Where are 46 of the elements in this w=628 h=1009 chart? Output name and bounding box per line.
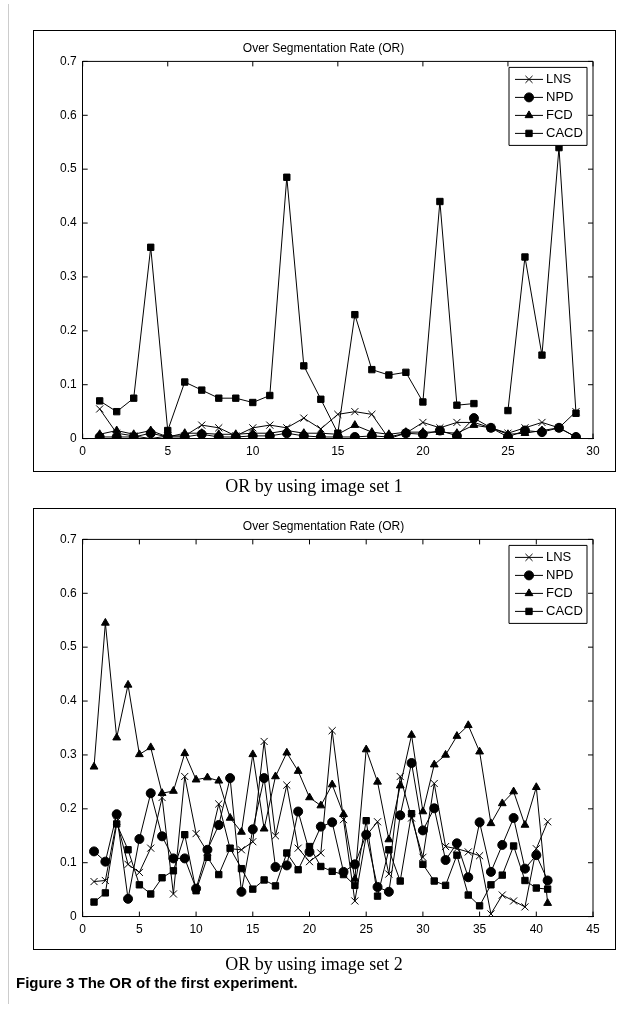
y-tick-label: 0 xyxy=(69,908,77,923)
text: OR by using image set 1 xyxy=(224,476,404,497)
x-tick-label: 10 xyxy=(246,444,260,459)
x-tick-label: 5 xyxy=(164,444,172,459)
x-tick-label: 40 xyxy=(529,922,544,937)
x-tick-label: 30 xyxy=(416,922,430,937)
legend-label: LNS xyxy=(546,70,572,86)
x-tick-label: 20 xyxy=(302,922,317,937)
y-tick-label: 0.6 xyxy=(59,107,77,122)
chart-title: Over Segmentation Rate (OR) xyxy=(242,518,405,533)
y-tick-label: 0.5 xyxy=(59,639,77,654)
y-tick-label: 0.2 xyxy=(59,801,77,816)
x-tick-label: 25 xyxy=(359,922,374,937)
y-tick-label: 0.3 xyxy=(59,269,77,284)
legend-label: NPD xyxy=(546,566,574,582)
x-tick-label: 35 xyxy=(472,922,487,937)
x-tick-label: 30 xyxy=(586,444,600,459)
y-tick-label: 0.4 xyxy=(59,215,77,230)
y-tick-label: 0.6 xyxy=(59,585,77,600)
y-tick-label: 0.7 xyxy=(59,53,77,68)
x-tick-label: 20 xyxy=(416,444,430,459)
x-tick-label: 15 xyxy=(246,922,260,937)
legend-label: FCD xyxy=(546,106,573,122)
x-tick-label: 0 xyxy=(79,444,87,459)
y-tick-label: 0.5 xyxy=(59,161,77,176)
x-tick-label: 5 xyxy=(136,922,144,937)
x-tick-label: 15 xyxy=(331,444,345,459)
y-tick-label: 0 xyxy=(69,430,77,445)
x-tick-label: 45 xyxy=(586,922,600,937)
legend-label: NPD xyxy=(546,88,574,104)
y-tick-label: 0.7 xyxy=(59,531,77,546)
y-tick-label: 0.4 xyxy=(59,693,77,708)
y-tick-label: 0.2 xyxy=(59,323,77,338)
x-tick-label: 10 xyxy=(189,922,204,937)
legend-label: LNS xyxy=(546,548,572,564)
y-tick-label: 0.1 xyxy=(59,855,77,870)
y-tick-label: 0.1 xyxy=(59,377,77,392)
x-tick-label: 25 xyxy=(501,444,515,459)
legend-label: CACD xyxy=(546,124,583,140)
chart-title: Over Segmentation Rate (OR) xyxy=(242,40,405,55)
legend-label: CACD xyxy=(546,602,583,618)
legend-label: FCD xyxy=(546,584,573,600)
x-tick-label: 0 xyxy=(79,922,87,937)
text: OR by using image set 2 xyxy=(224,954,404,975)
y-tick-label: 0.3 xyxy=(59,747,77,762)
caption: Figure 3 The OR of the first experiment. xyxy=(16,974,298,991)
